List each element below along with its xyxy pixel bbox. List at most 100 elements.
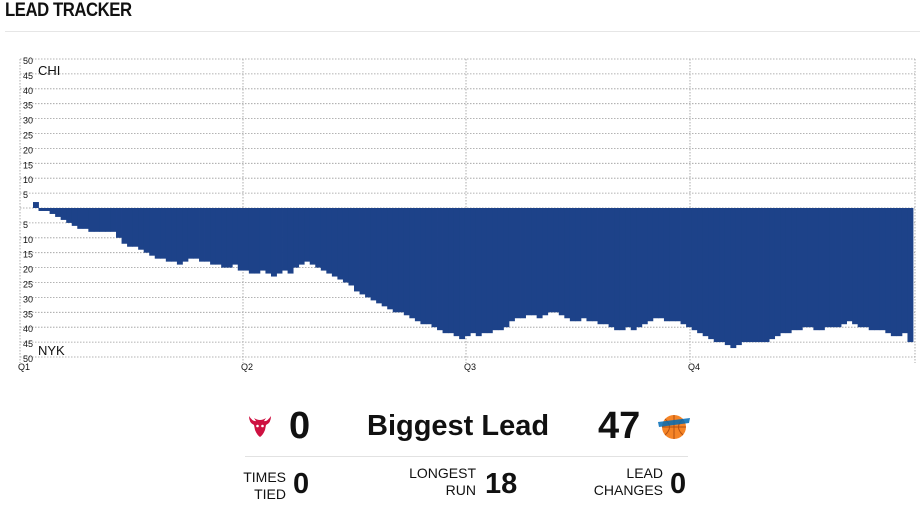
quarter-label: Q2 — [241, 362, 253, 372]
lead-bar — [370, 208, 377, 301]
lead-bar — [874, 208, 881, 331]
lead-bar — [890, 208, 897, 337]
bottom-team-label: NYK — [38, 343, 65, 358]
lead-bar — [675, 208, 681, 322]
lead-bar — [199, 208, 205, 262]
lead-bar — [846, 208, 853, 322]
page-title: LEAD TRACKER — [5, 0, 132, 21]
y-tick-label: 35 — [23, 309, 33, 319]
lead-bar — [464, 208, 471, 337]
lead-bar — [730, 208, 737, 349]
lead-bar — [348, 208, 355, 286]
y-tick-label: 50 — [23, 56, 33, 66]
lead-bar — [558, 208, 565, 316]
lead-bar — [564, 208, 571, 319]
lead-bar — [171, 208, 178, 262]
lead-bar — [243, 208, 250, 271]
lead-bar — [796, 208, 803, 331]
lead-bar — [652, 208, 659, 319]
lead-bar — [824, 208, 831, 328]
lead-bar — [99, 208, 106, 232]
lead-bar — [381, 208, 388, 307]
lead-bar — [802, 208, 809, 328]
y-tick-label: 45 — [23, 339, 33, 349]
lead-bar — [780, 208, 787, 334]
lead-bar — [38, 208, 45, 211]
lead-bar — [326, 208, 333, 274]
lead-bar — [110, 208, 117, 232]
lead-bar — [138, 208, 145, 250]
lead-bar — [82, 208, 89, 229]
lead-bar — [403, 208, 410, 316]
lead-bar — [686, 208, 693, 328]
lead-bar — [774, 208, 781, 337]
lead-bar — [863, 208, 870, 328]
y-tick-label: 5 — [23, 220, 28, 230]
lead-bar — [176, 208, 183, 265]
y-tick-label: 40 — [23, 86, 33, 96]
y-tick-label: 45 — [23, 71, 33, 81]
lead-bar — [270, 208, 277, 277]
lead-bar — [896, 208, 903, 337]
lead-bar — [265, 208, 272, 274]
lead-bar — [514, 208, 521, 319]
lead-bar — [763, 208, 770, 343]
lead-bar — [392, 208, 399, 313]
top-team-label: CHI — [38, 63, 60, 78]
y-tick-label: 10 — [23, 175, 33, 185]
lead-bar — [448, 208, 455, 334]
lead-bar — [442, 208, 449, 334]
lead-bar — [658, 208, 665, 319]
lead-bar — [857, 208, 864, 328]
lead-bar — [608, 208, 615, 328]
lead-bar — [459, 208, 466, 340]
lead-bar — [93, 208, 100, 232]
lead-bar — [304, 208, 311, 262]
lead-bar — [210, 208, 217, 265]
bulls-logo-icon — [249, 416, 271, 437]
lead-bar — [398, 208, 405, 313]
y-tick-label: 30 — [23, 116, 33, 126]
lead-bar — [641, 208, 648, 325]
times-tied-label: TIMES TIED — [243, 469, 286, 502]
quarter-label: Q3 — [464, 362, 476, 372]
lead-bar — [724, 208, 731, 346]
lead-bar — [248, 208, 255, 274]
y-tick-label: 10 — [23, 235, 33, 245]
lead-bar — [365, 208, 372, 298]
lead-bar — [104, 208, 111, 232]
axis-labels: 50454035302520151055101520253035404550Q1… — [18, 56, 700, 372]
title-divider — [5, 31, 920, 32]
lead-bar — [420, 208, 427, 325]
lead-bar — [580, 208, 587, 319]
lead-bar — [88, 208, 95, 232]
lead-bar — [486, 208, 493, 334]
longest-run-value: 18 — [485, 468, 518, 500]
lead-bar — [475, 208, 482, 337]
lead-bar — [818, 208, 825, 331]
y-tick-label: 25 — [23, 131, 33, 141]
lead-bar — [619, 208, 626, 331]
quarter-label: Q1 — [18, 362, 30, 372]
lead-bar — [315, 208, 322, 268]
lead-bar — [77, 208, 84, 229]
lead-bar — [182, 208, 189, 262]
lead-bar — [586, 208, 593, 322]
lead-bar — [293, 208, 300, 268]
lead-bar — [591, 208, 598, 322]
lead-bar — [49, 208, 56, 214]
lead-bar — [829, 208, 836, 328]
lead-bar — [597, 208, 604, 325]
lead-bar — [680, 208, 687, 325]
lead-bar — [791, 208, 798, 331]
lead-bar — [547, 208, 554, 313]
lead-bar — [359, 208, 366, 295]
lead-tracker-chart: 50454035302520151055101520253035404550Q1… — [18, 56, 916, 372]
lead-bar — [497, 208, 504, 331]
lead-bar — [259, 208, 266, 271]
lead-bar — [713, 208, 720, 343]
lead-bar — [437, 208, 443, 331]
lead-area — [33, 202, 914, 349]
lead-bar — [553, 208, 560, 313]
lead-bar — [409, 208, 416, 319]
